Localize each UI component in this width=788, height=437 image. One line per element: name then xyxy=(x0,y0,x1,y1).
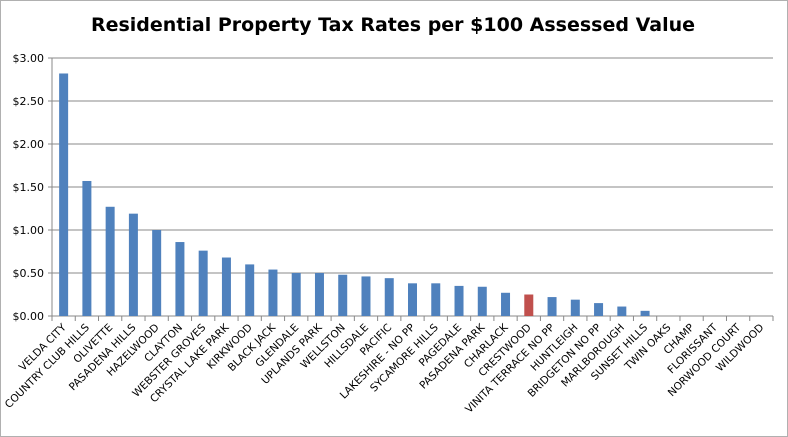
bar xyxy=(291,273,301,316)
bar xyxy=(617,306,627,316)
bar xyxy=(594,303,604,316)
bar xyxy=(477,286,487,316)
bar xyxy=(221,257,231,316)
y-tick-label: $1.00 xyxy=(13,224,45,237)
chart-title: Residential Property Tax Rates per $100 … xyxy=(90,14,696,36)
bar xyxy=(501,292,511,316)
y-tick-label: $2.00 xyxy=(13,138,45,151)
y-tick-label: $0.50 xyxy=(13,267,45,280)
y-tick-label: $3.00 xyxy=(13,52,45,65)
bar xyxy=(82,180,92,316)
bar xyxy=(245,264,255,316)
y-tick-label: $1.50 xyxy=(13,181,45,194)
bar xyxy=(454,285,464,316)
bar xyxy=(524,294,534,316)
bar xyxy=(640,310,650,316)
bar xyxy=(384,278,394,316)
bar xyxy=(570,299,580,316)
y-tick-label: $2.50 xyxy=(13,95,45,108)
bar xyxy=(408,283,417,316)
bar xyxy=(59,73,69,316)
bar xyxy=(338,274,348,316)
bar xyxy=(314,273,324,316)
bar xyxy=(198,250,208,316)
bar xyxy=(361,276,371,316)
bar xyxy=(128,213,138,316)
bar xyxy=(152,230,162,316)
bar xyxy=(547,297,557,316)
bar xyxy=(431,283,441,316)
bar xyxy=(105,206,115,316)
bar xyxy=(268,269,278,316)
bar xyxy=(175,242,185,316)
y-tick-label: $0.00 xyxy=(13,310,45,323)
